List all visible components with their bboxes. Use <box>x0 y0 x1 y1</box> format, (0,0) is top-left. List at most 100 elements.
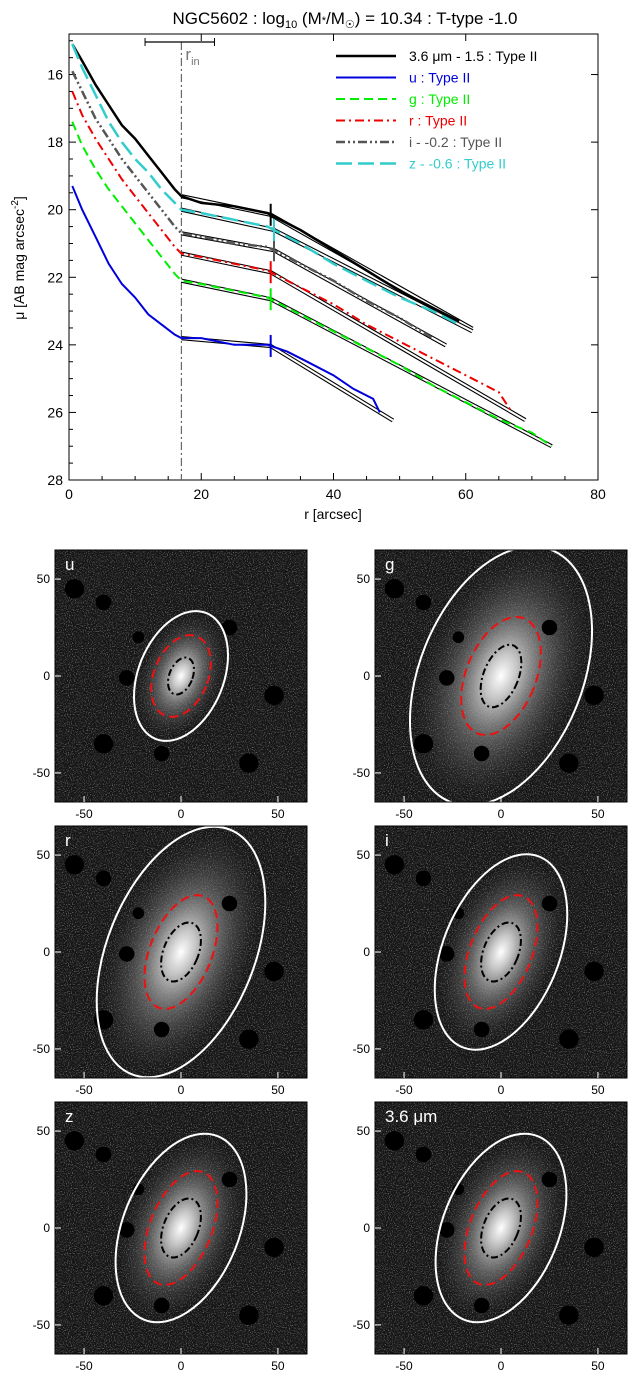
isophote-ellipse <box>143 894 219 1010</box>
panel-y-tick-label: 50 <box>357 572 371 586</box>
masked-source <box>239 1305 259 1325</box>
image-panel: -50 0 50 -50 0 50 r <box>33 825 308 1097</box>
series-line <box>71 43 460 323</box>
masked-source <box>415 870 432 887</box>
masked-source <box>118 1222 135 1238</box>
isophote-ellipse <box>95 825 267 1079</box>
r-in-label: rin <box>185 45 199 68</box>
masked-source <box>95 1146 112 1163</box>
isophote-ellipse <box>460 616 542 736</box>
masked-source <box>221 1171 238 1188</box>
masked-source <box>93 1286 114 1306</box>
panel-x-tick-label: 0 <box>178 1083 185 1097</box>
masked-source <box>384 579 405 599</box>
panel-band-label: g <box>385 555 394 574</box>
masked-source <box>473 1021 490 1038</box>
panel-x-tick-label: 0 <box>498 1359 505 1373</box>
fit-line-outer <box>180 207 474 334</box>
masked-source <box>413 734 434 754</box>
legend: 3.6 μm - 1.5 : Type II u : Type II g : Typ… <box>336 48 537 172</box>
fit-line-inner <box>181 208 473 333</box>
isophote-ellipse <box>160 921 202 983</box>
masked-source <box>415 594 432 611</box>
isophote-ellipse <box>143 1170 219 1286</box>
x-tick-label: 0 <box>65 486 73 502</box>
panel-y-tick-label: 0 <box>363 1221 370 1235</box>
y-axis-label: μ [AB mag arcsec-2] <box>10 196 27 320</box>
panel-x-tick-label: 50 <box>271 1359 285 1373</box>
fit-line-inner <box>181 337 394 422</box>
panel-x-tick-label: 50 <box>591 1083 605 1097</box>
panel-y-tick-label: 50 <box>37 1124 51 1138</box>
image-panel: -50 0 50 -50 0 50 3.6 μm <box>353 1101 628 1373</box>
masked-source <box>264 685 284 706</box>
panel-x-tick-label: -50 <box>395 1083 413 1097</box>
y-tick-label: 22 <box>47 269 63 285</box>
isophote-ellipse <box>433 853 569 1051</box>
panel-x-tick-label: 0 <box>498 1083 505 1097</box>
y-tick-label: 26 <box>47 404 63 420</box>
isophote-ellipse <box>160 1197 202 1259</box>
panel-band-label: 3.6 μm <box>385 1107 437 1126</box>
panel-y-tick-label: 0 <box>43 945 50 959</box>
masked-source <box>64 579 85 599</box>
panel-x-tick-label: -50 <box>75 1359 93 1373</box>
panel-y-tick-label: -50 <box>353 1318 371 1332</box>
masked-source <box>384 855 405 875</box>
series-line <box>71 43 460 326</box>
masked-source <box>221 895 238 912</box>
masked-source <box>541 1171 558 1188</box>
panel-y-tick-label: -50 <box>33 766 51 780</box>
masked-source <box>93 734 114 754</box>
isophote-ellipse <box>463 1170 539 1286</box>
image-panel: -50 0 50 -50 0 50 i <box>353 825 628 1097</box>
panel-band-label: z <box>65 1107 74 1126</box>
galaxy-glow <box>438 1138 564 1318</box>
masked-source <box>584 685 604 706</box>
profile-curves <box>71 43 553 449</box>
y-tick-label: 20 <box>47 202 63 218</box>
masked-source <box>153 745 170 762</box>
legend-label: 3.6 μm - 1.5 : Type II <box>409 48 537 64</box>
masked-source <box>239 1029 259 1049</box>
galaxy-glow <box>414 553 588 799</box>
image-panel: -50 0 50 -50 0 50 g <box>353 545 628 821</box>
masked-source <box>413 1010 434 1030</box>
masked-source <box>438 670 455 686</box>
panel-y-tick-label: 50 <box>37 572 51 586</box>
masked-source <box>132 631 145 644</box>
masked-source <box>132 907 145 920</box>
image-panel: -50 0 50 -50 0 50 u <box>33 549 308 821</box>
axis-ticks: 0 20 40 60 80 16 18 20 22 24 26 28 rin <box>47 34 606 502</box>
profile-plot: 0 20 40 60 80 16 18 20 22 24 26 28 rin 3.6 μm - 1.5 … <box>10 33 606 522</box>
panel-x-tick-label: -50 <box>75 1083 93 1097</box>
masked-source <box>95 870 112 887</box>
masked-source <box>118 670 135 686</box>
panel-x-tick-label: -50 <box>395 807 413 821</box>
isophote-ellipse <box>480 921 522 983</box>
legend-label: i - -0.2 : Type II <box>409 134 502 150</box>
legend-label: r : Type II <box>409 113 467 129</box>
isophote-ellipse <box>480 1197 522 1259</box>
panel-y-tick-label: 50 <box>357 848 371 862</box>
masked-source <box>559 1029 579 1049</box>
panel-band-label: r <box>65 831 71 850</box>
chart-title: NGC5602 : log10 (M*/M☉) = 10.34 : T-type… <box>173 9 518 31</box>
masked-source <box>473 1297 490 1314</box>
masked-source <box>541 619 558 636</box>
masked-source <box>559 753 579 773</box>
series-line <box>71 185 381 413</box>
masked-source <box>452 631 465 644</box>
masked-source <box>438 946 455 962</box>
masked-source <box>541 895 558 912</box>
isophote-ellipse <box>132 610 230 742</box>
x-tick-label: 40 <box>326 486 342 502</box>
masked-source <box>118 946 135 962</box>
image-panel: -50 0 50 -50 0 50 z <box>33 1101 308 1373</box>
masked-source <box>153 1021 170 1038</box>
fit-line-outer <box>180 278 553 449</box>
masked-source <box>584 961 604 982</box>
series-line <box>71 70 434 340</box>
panel-x-tick-label: 50 <box>591 1359 605 1373</box>
x-tick-label: 80 <box>590 486 606 502</box>
